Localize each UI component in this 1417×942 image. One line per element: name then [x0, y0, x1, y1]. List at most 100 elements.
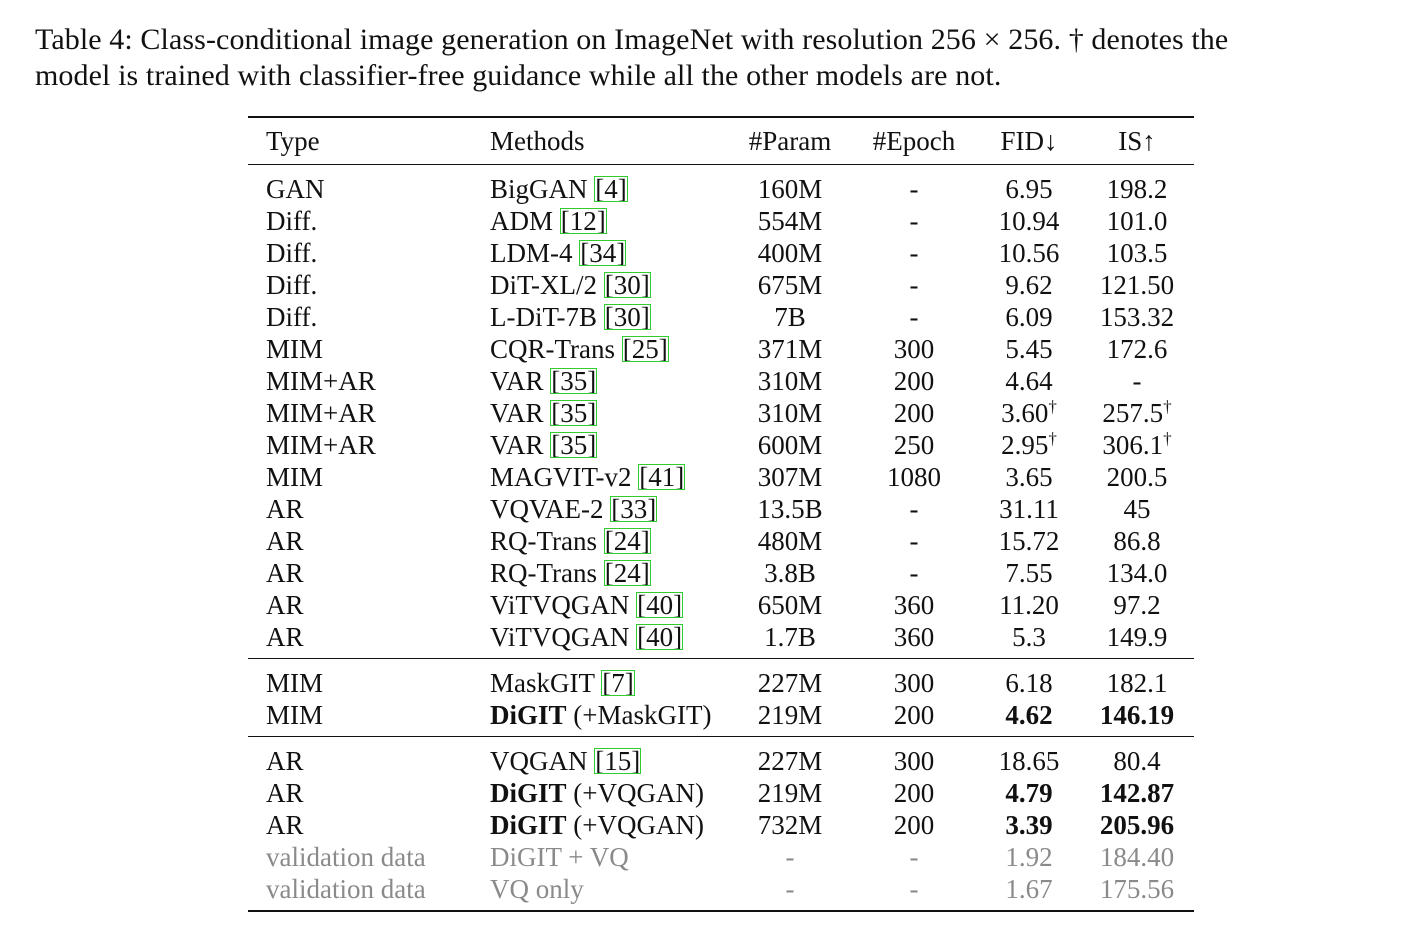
table-row: GAN BigGAN [4] 160M - 6.95 198.2: [248, 165, 1194, 206]
cell-is: 101.0: [1106, 206, 1168, 236]
table-row: AR RQ-Trans [24] 480M - 15.72 86.8: [248, 525, 1194, 557]
cell-epoch: -: [909, 494, 919, 524]
citation-link[interactable]: [25]: [621, 334, 669, 364]
citation-link[interactable]: [30]: [603, 270, 651, 300]
cell-is: 205.96: [1099, 810, 1175, 840]
header-methods: Methods: [490, 126, 585, 156]
citation-link[interactable]: [34]: [579, 238, 627, 268]
table-row: Diff. DiT-XL/2 [30] 675M - 9.62 121.50: [248, 269, 1194, 301]
cfg-dagger-mark: †: [1048, 397, 1057, 416]
cell-method: MAGVIT-v2 [41]: [472, 461, 730, 493]
table-row: AR DiGIT (+VQGAN) 219M 200 4.79 142.87: [248, 777, 1194, 809]
cell-epoch: -: [909, 174, 919, 204]
cell-fid: 3.39: [1005, 810, 1053, 840]
cell-param: -: [785, 874, 795, 904]
cell-fid: 5.3: [1012, 622, 1046, 652]
method-name: BigGAN: [490, 174, 588, 204]
cfg-dagger-mark: †: [1163, 429, 1172, 448]
table-row: AR ViTVQGAN [40] 1.7B 360 5.3 149.9: [248, 621, 1194, 659]
cell-fid: 10.56: [998, 238, 1060, 268]
cell-param: 732M: [757, 810, 823, 840]
citation-link[interactable]: [33]: [610, 494, 658, 524]
cell-epoch: 300: [893, 334, 935, 364]
cell-param: 7B: [774, 302, 806, 332]
cell-epoch: -: [909, 558, 919, 588]
table-row-validation: validation data DiGIT + VQ - - 1.92 184.…: [248, 841, 1194, 873]
method-name: VQVAE-2: [490, 494, 604, 524]
cell-param: 600M: [757, 430, 823, 460]
cell-epoch: -: [909, 526, 919, 556]
cell-method: VAR [35]: [472, 397, 730, 429]
table-row: Diff. LDM-4 [34] 400M - 10.56 103.5: [248, 237, 1194, 269]
citation-link[interactable]: [40]: [636, 622, 684, 652]
cell-is: 198.2: [1106, 174, 1168, 204]
citation-link[interactable]: [40]: [636, 590, 684, 620]
table-row: Diff. L-DiT-7B [30] 7B - 6.09 153.32: [248, 301, 1194, 333]
cell-method: RQ-Trans [24]: [472, 525, 730, 557]
cell-param: 1.7B: [764, 622, 816, 652]
method-name: MaskGIT: [490, 668, 595, 698]
method-name: LDM-4: [490, 238, 573, 268]
method-name: VAR: [490, 366, 544, 396]
fid-value: 3.60: [1001, 398, 1049, 428]
method-name: VAR: [490, 430, 544, 460]
method-name-bold: DiGIT: [490, 700, 567, 730]
cell-fid: 31.11: [999, 494, 1059, 524]
cell-method: DiT-XL/2 [30]: [472, 269, 730, 301]
cell-epoch: 300: [893, 668, 935, 698]
method-name-suffix: (+VQGAN): [566, 810, 704, 840]
cell-method: VQ only: [490, 874, 584, 904]
cell-type: Diff.: [266, 302, 318, 332]
caption-line-1: Table 4: Class-conditional image generat…: [35, 23, 1229, 56]
cell-fid: 3.65: [1005, 462, 1053, 492]
method-name-suffix: (+MaskGIT): [566, 700, 712, 730]
citation-link[interactable]: [30]: [603, 302, 651, 332]
cell-type: MIM: [266, 334, 324, 364]
cell-type: MIM+AR: [266, 430, 376, 460]
citation-link[interactable]: [24]: [603, 558, 651, 588]
cell-type: GAN: [266, 174, 325, 204]
cell-epoch: -: [909, 302, 919, 332]
cell-epoch: 200: [893, 366, 935, 396]
cell-fid: 11.20: [999, 590, 1059, 620]
header-type: Type: [266, 126, 320, 156]
citation-link[interactable]: [15]: [594, 746, 642, 776]
citation-link[interactable]: [7]: [601, 668, 635, 698]
cell-method: LDM-4 [34]: [472, 237, 730, 269]
citation-link[interactable]: [35]: [550, 430, 598, 460]
cell-is: 80.4: [1113, 746, 1161, 776]
table-caption: Table 4: Class-conditional image generat…: [35, 22, 1405, 94]
cell-type: AR: [266, 526, 304, 556]
cell-epoch: 200: [893, 398, 935, 428]
cell-is: 306.1†: [1080, 429, 1194, 461]
cell-param: 227M: [757, 746, 823, 776]
cell-is: 103.5: [1106, 238, 1168, 268]
citation-link[interactable]: [4]: [594, 174, 628, 204]
cell-param: 554M: [757, 206, 823, 236]
cell-fid: 1.92: [1005, 842, 1053, 872]
method-name: ADM: [490, 206, 554, 236]
cell-is: 149.9: [1106, 622, 1168, 652]
cell-fid: 2.95†: [978, 429, 1080, 461]
cell-method: ViTVQGAN [40]: [472, 621, 730, 659]
citation-link[interactable]: [35]: [550, 398, 598, 428]
citation-link[interactable]: [35]: [550, 366, 598, 396]
cell-param: 675M: [757, 270, 823, 300]
cell-is: 121.50: [1099, 270, 1175, 300]
method-name: VQGAN: [490, 746, 588, 776]
cell-type: AR: [266, 746, 304, 776]
citation-link[interactable]: [41]: [638, 462, 686, 492]
cell-type: validation data: [266, 842, 426, 872]
citation-link[interactable]: [12]: [559, 206, 607, 236]
table-row: Diff. ADM [12] 554M - 10.94 101.0: [248, 205, 1194, 237]
is-value: 306.1: [1102, 430, 1164, 460]
cell-method: L-DiT-7B [30]: [472, 301, 730, 333]
method-name: MAGVIT-v2: [490, 462, 632, 492]
cell-epoch: 200: [893, 700, 935, 730]
cell-epoch: -: [909, 874, 919, 904]
cell-method: CQR-Trans [25]: [472, 333, 730, 365]
method-name-suffix: (+VQGAN): [566, 778, 704, 808]
table-row: MIM+AR VAR [35] 310M 200 4.64 -: [248, 365, 1194, 397]
is-value: 257.5: [1102, 398, 1164, 428]
citation-link[interactable]: [24]: [603, 526, 651, 556]
